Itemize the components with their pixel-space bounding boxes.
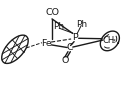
- Text: P: P: [72, 33, 78, 42]
- Text: Fe: Fe: [41, 40, 51, 48]
- Text: C: C: [66, 43, 73, 52]
- Text: O: O: [62, 56, 69, 65]
- Text: Ph: Ph: [76, 20, 87, 29]
- Text: 3: 3: [112, 39, 115, 44]
- Text: Ph: Ph: [54, 22, 65, 31]
- Text: CH: CH: [102, 36, 115, 45]
- Text: CO: CO: [45, 8, 59, 17]
